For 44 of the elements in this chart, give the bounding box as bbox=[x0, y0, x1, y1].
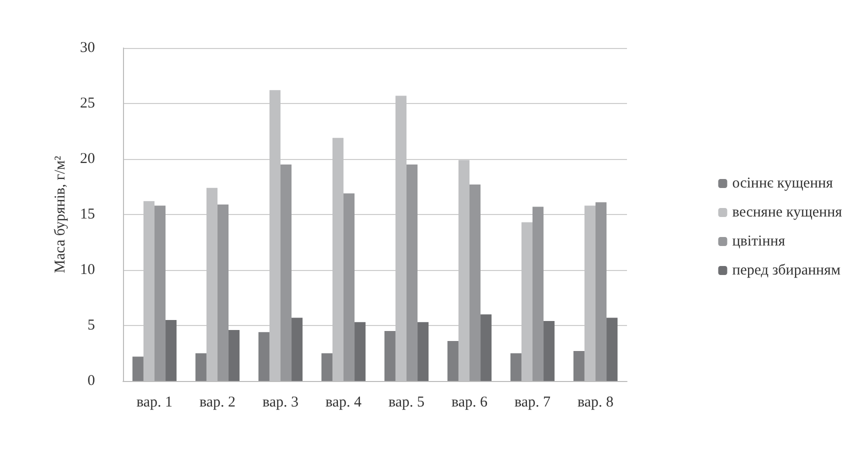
bar bbox=[447, 341, 458, 381]
bar bbox=[606, 318, 618, 381]
bar bbox=[596, 202, 607, 381]
bar bbox=[321, 353, 332, 381]
bar bbox=[166, 320, 177, 381]
bar bbox=[292, 318, 303, 381]
x-tick-label: вар. 1 bbox=[136, 394, 173, 410]
y-tick-label: 20 bbox=[80, 151, 95, 167]
bar bbox=[154, 206, 166, 381]
bar bbox=[354, 322, 366, 381]
bar bbox=[132, 356, 144, 381]
y-tick-label: 10 bbox=[80, 262, 95, 278]
bar bbox=[418, 322, 429, 381]
bar bbox=[544, 321, 555, 381]
bar bbox=[406, 164, 418, 381]
bar bbox=[218, 204, 229, 381]
bar bbox=[480, 314, 492, 381]
y-tick-label: 15 bbox=[80, 206, 95, 222]
bar bbox=[470, 184, 481, 381]
bar bbox=[228, 330, 240, 381]
y-tick-label: 30 bbox=[80, 40, 95, 56]
x-tick-label: вар. 2 bbox=[199, 394, 236, 410]
bar bbox=[280, 164, 292, 381]
y-tick-label: 0 bbox=[88, 373, 95, 389]
x-tick-label: вар. 8 bbox=[577, 394, 614, 410]
y-tick-label: 5 bbox=[88, 318, 95, 334]
legend-label: осіннє кущення bbox=[732, 176, 833, 192]
bar bbox=[195, 353, 206, 381]
legend-label: перед збиранням bbox=[732, 262, 841, 278]
bar bbox=[510, 353, 522, 381]
y-axis-title: Маса бурянів, г/м² bbox=[52, 155, 68, 274]
x-tick-label: вар. 5 bbox=[388, 394, 425, 410]
bar bbox=[384, 331, 396, 381]
bar bbox=[573, 351, 584, 381]
x-tick-label: вар. 4 bbox=[325, 394, 362, 410]
bar bbox=[258, 332, 270, 381]
bar bbox=[532, 206, 544, 381]
x-tick-label: вар. 6 bbox=[451, 394, 488, 410]
x-tick-label: вар. 7 bbox=[514, 394, 552, 410]
legend-label: цвітіння bbox=[732, 234, 786, 250]
bar bbox=[344, 193, 355, 381]
legend-label: весняне кущення bbox=[732, 204, 842, 220]
x-tick-label: вар. 3 bbox=[262, 394, 299, 410]
y-tick-label: 25 bbox=[80, 96, 95, 112]
